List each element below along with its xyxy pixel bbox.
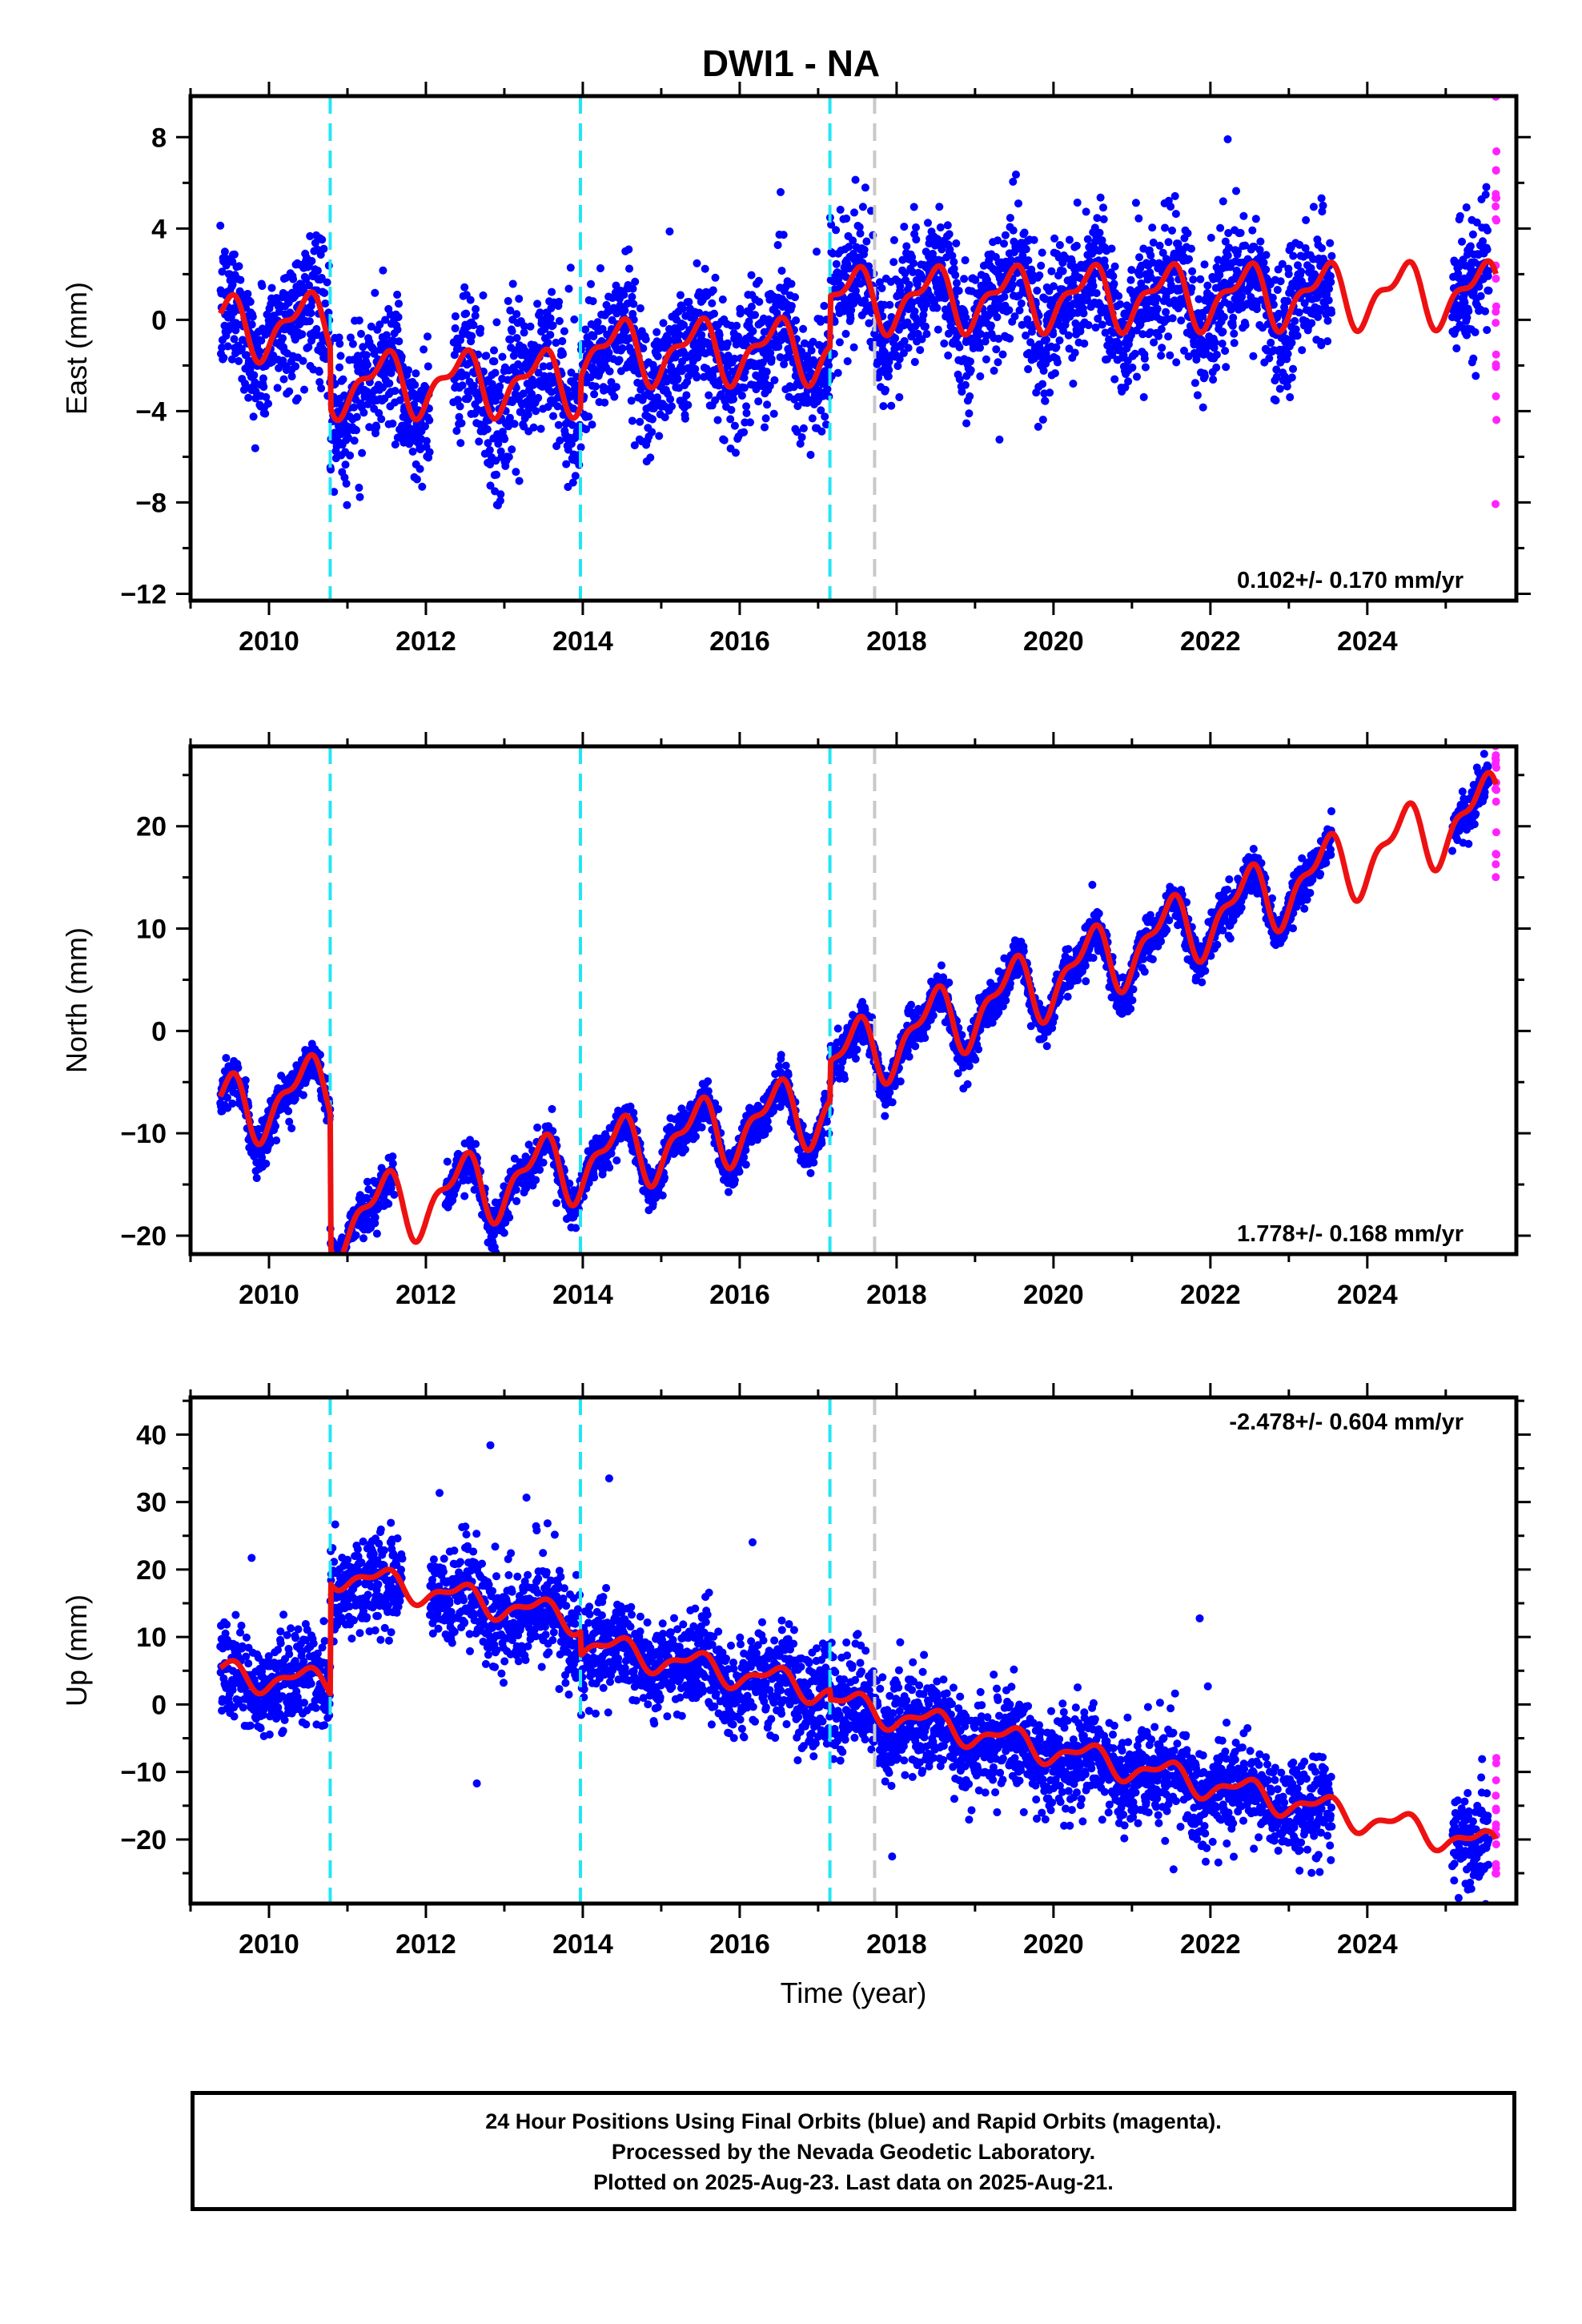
model-fit-curve — [218, 770, 1499, 1254]
y-tick-label: 10 — [136, 1622, 167, 1653]
x-tick-label: 2010 — [239, 626, 299, 657]
final-orbit-series — [216, 135, 1493, 510]
x-tick-label: 2014 — [552, 1280, 613, 1310]
rapid-orbit-series — [1492, 1754, 1500, 1904]
final-orbit-points — [216, 750, 1493, 1254]
x-tick-label: 2022 — [1180, 1929, 1241, 1960]
y-axis-label: East (mm) — [60, 282, 93, 415]
x-tick-label: 2012 — [396, 626, 456, 657]
x-axis: 2010 2012 2014 2016 2018 2020 2022 2024 — [189, 1383, 1447, 1960]
x-tick-label: 2020 — [1023, 626, 1084, 657]
final-orbit-points — [216, 135, 1493, 510]
x-tick-label: 2014 — [552, 1929, 613, 1960]
rate-label: 1.778+/- 0.168 mm/yr — [1237, 1221, 1464, 1247]
axes-frame — [188, 94, 1519, 603]
y-tick-label: 0 — [151, 1690, 167, 1720]
x-tick-label: 2018 — [866, 1929, 927, 1960]
x-tick-label: 2016 — [709, 1929, 770, 1960]
footer-line-1: 24 Hour Positions Using Final Orbits (bl… — [485, 2109, 1222, 2133]
y-tick-label: −8 — [135, 488, 167, 518]
x-tick-label: 2012 — [396, 1280, 456, 1310]
y-tick-label: −10 — [120, 1119, 167, 1149]
y-tick-label: 40 — [136, 1420, 167, 1450]
final-orbit-points — [216, 1441, 1493, 1904]
x-tick-label: 2020 — [1023, 1280, 1084, 1310]
plot-area-up — [216, 1397, 1500, 1904]
model-fit-curve — [218, 258, 1499, 424]
y-tick-label: 10 — [136, 915, 167, 945]
x-tick-label: 2024 — [1337, 626, 1398, 657]
x-axis-label: Time (year) — [781, 1976, 927, 2009]
footer-box: 24 Hour Positions Using Final Orbits (bl… — [191, 2091, 1516, 2211]
axes-frame — [188, 744, 1519, 1256]
x-tick-label: 2022 — [1180, 626, 1241, 657]
x-tick-label: 2024 — [1337, 1280, 1398, 1310]
y-tick-label: 30 — [136, 1488, 167, 1518]
y-axis: −12 −8 −4 0 4 8 — [120, 123, 1531, 609]
x-tick-label: 2020 — [1023, 1929, 1084, 1960]
y-tick-label: 20 — [136, 1555, 167, 1586]
footer-line-3: Plotted on 2025-Aug-23. Last data on 202… — [593, 2170, 1114, 2194]
rapid-orbit-series — [1491, 746, 1501, 882]
rate-label: 0.102+/- 0.170 mm/yr — [1237, 568, 1464, 593]
y-tick-label: 8 — [151, 123, 167, 153]
y-tick-label: 4 — [151, 214, 167, 244]
x-tick-label: 2010 — [239, 1929, 299, 1960]
y-tick-label: −4 — [135, 396, 167, 427]
y-tick-label: −20 — [120, 1825, 167, 1856]
model-fit-curve — [218, 1566, 1499, 1854]
y-tick-label: 20 — [136, 812, 167, 842]
y-axis: −20 −10 0 10 20 — [120, 774, 1531, 1252]
x-tick-label: 2018 — [866, 1280, 927, 1310]
final-orbit-series — [216, 750, 1493, 1254]
y-tick-label: −10 — [120, 1758, 167, 1788]
y-tick-label: −20 — [120, 1221, 167, 1252]
y-axis-label: Up (mm) — [60, 1594, 93, 1707]
x-tick-label: 2010 — [239, 1280, 299, 1310]
x-axis: 2010 2012 2014 2016 2018 2020 2022 2024 — [189, 732, 1447, 1310]
x-tick-label: 2014 — [552, 626, 613, 657]
x-tick-label: 2012 — [396, 1929, 456, 1960]
rate-label: -2.478+/- 0.604 mm/yr — [1229, 1409, 1464, 1435]
x-tick-label: 2016 — [709, 626, 770, 657]
plot-area-north — [216, 746, 1501, 1254]
plot-area-east — [216, 96, 1501, 601]
figure-title: DWI1 - NA — [701, 42, 881, 84]
rapid-orbit-series — [1492, 96, 1501, 509]
panel-up: 2010 2012 2014 2016 2018 2020 2022 2024 −20 −10 0 1… — [60, 1383, 1531, 2009]
x-tick-label: 2018 — [866, 626, 927, 657]
y-axis-label: North (mm) — [60, 927, 93, 1073]
y-axis: −20 −10 0 10 20 30 40 — [120, 1399, 1531, 1875]
y-tick-label: 0 — [151, 1016, 167, 1047]
x-tick-label: 2024 — [1337, 1929, 1398, 1960]
y-tick-label: −12 — [120, 579, 167, 609]
x-axis: 2010 2012 2014 2016 2018 2020 2022 2024 — [189, 82, 1447, 657]
y-tick-label: 0 — [151, 305, 167, 336]
panel-north: 2010 2012 2014 2016 2018 2020 2022 2024−20−1001… — [60, 732, 1531, 1310]
x-tick-label: 2016 — [709, 1280, 770, 1310]
final-orbit-series — [216, 1441, 1493, 1904]
x-tick-label: 2022 — [1180, 1280, 1241, 1310]
axes-frame — [188, 1395, 1519, 1906]
footer-line-2: Processed by the Nevada Geodetic Laborat… — [611, 2140, 1096, 2164]
panel-east: 2010 2012 2014 2016 2018 2020 2022 2024 −12 −8 −4 0… — [60, 82, 1531, 657]
